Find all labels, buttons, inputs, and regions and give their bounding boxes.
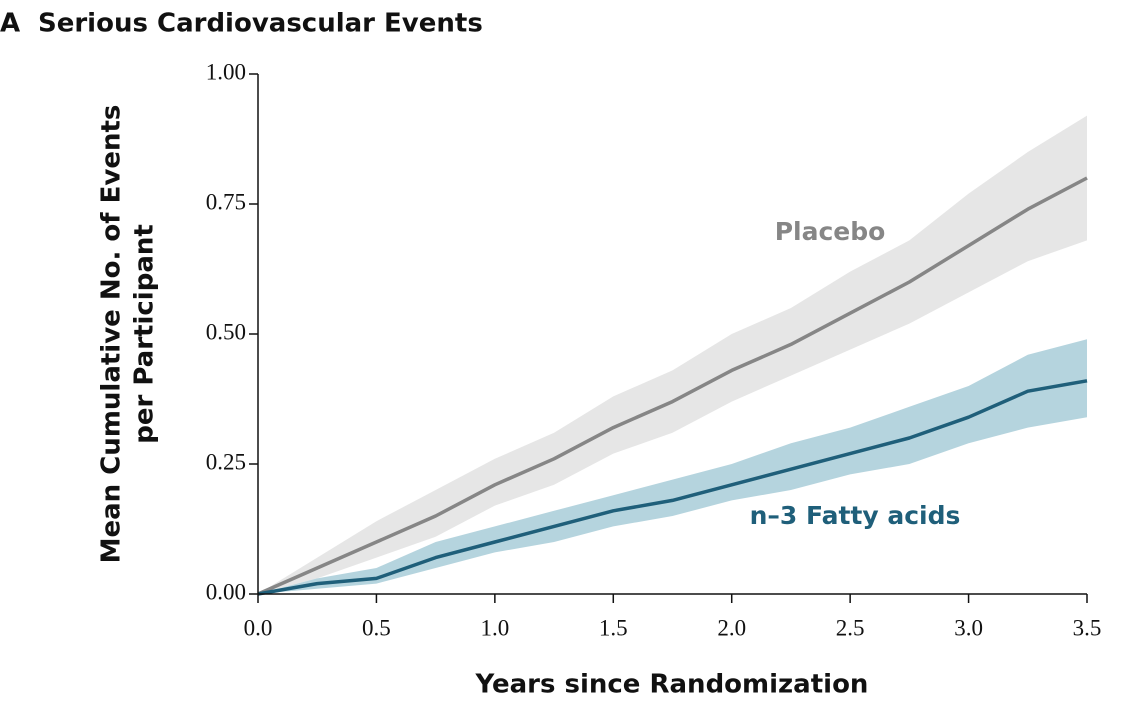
x-tick-label: 0.0 xyxy=(244,615,273,640)
chart-title: Serious Cardiovascular Events xyxy=(38,9,483,39)
series-line xyxy=(257,176,1088,596)
x-tick-label: 0.5 xyxy=(362,615,391,640)
series-label: n–3 Fatty acids xyxy=(750,501,961,530)
y-tick-label: 0.00 xyxy=(206,579,246,604)
y-tick-label: 0.25 xyxy=(206,449,246,474)
y-tick-label: 0.75 xyxy=(206,189,246,214)
y-axis-title-line: per Participant xyxy=(130,224,160,444)
y-tick-label: 1.00 xyxy=(206,59,246,84)
x-tick-label: 1.0 xyxy=(480,615,509,640)
x-tick-label: 2.5 xyxy=(836,615,865,640)
series-label: Placebo xyxy=(775,217,886,246)
series-line xyxy=(257,379,1088,596)
y-tick-label: 0.50 xyxy=(206,319,246,344)
bands xyxy=(258,115,1087,594)
x-tick-label: 3.5 xyxy=(1073,615,1102,640)
x-tick-label: 2.0 xyxy=(717,615,746,640)
confidence-band xyxy=(258,115,1087,594)
x-axis-title: Years since Randomization xyxy=(475,670,869,700)
x-tick-label: 3.0 xyxy=(954,615,983,640)
y-axis-title-line: Mean Cumulative No. of Events xyxy=(97,105,127,564)
x-tick-label: 1.5 xyxy=(599,615,628,640)
panel-label: A xyxy=(0,9,20,39)
lines xyxy=(257,176,1088,596)
y-axis-title: Mean Cumulative No. of Events per Partic… xyxy=(97,105,160,564)
